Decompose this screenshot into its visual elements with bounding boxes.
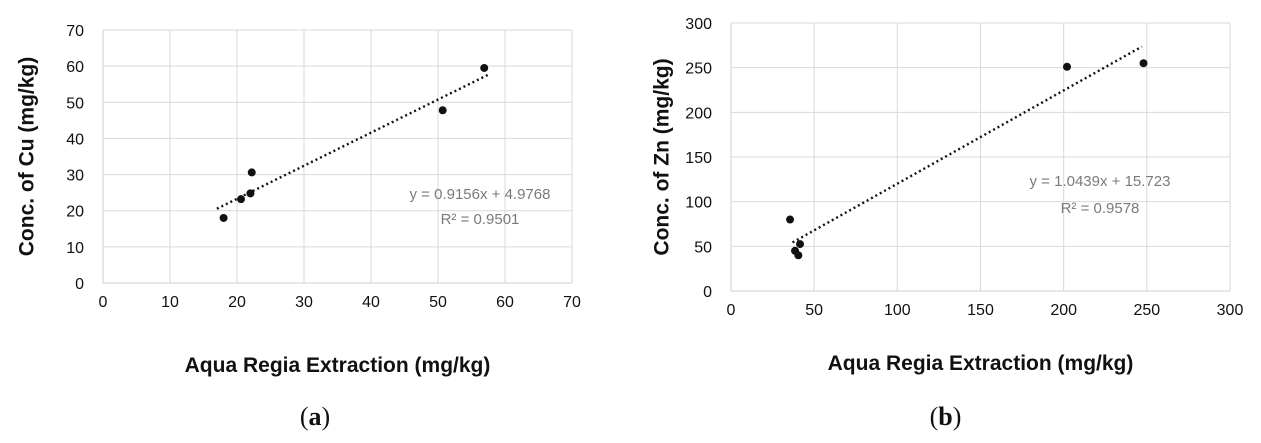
x-tick-label: 30 (295, 294, 313, 311)
y-tick-label: 20 (66, 204, 84, 221)
y-tick-label: 40 (66, 131, 84, 148)
x-tick-label: 0 (727, 302, 736, 319)
y-tick-label: 250 (685, 61, 712, 78)
x-tick-label: 100 (884, 302, 911, 319)
x-tick-label: 250 (1133, 302, 1160, 319)
y-tick-label: 300 (685, 16, 712, 33)
x-tick-label: 300 (1217, 302, 1244, 319)
y-tick-label: 70 (66, 23, 84, 40)
y-tick-label: 200 (685, 105, 712, 122)
x-tick-label: 70 (563, 294, 581, 311)
y-tick-label: 0 (703, 284, 712, 301)
x-tick-label: 50 (429, 294, 447, 311)
r-squared: R² = 0.9578 (1061, 200, 1140, 217)
trend-equation: y = 1.0439x + 15.723 (1030, 173, 1171, 190)
data-point (237, 195, 246, 204)
chart-a: 0 10 20 30 40 50 60 70 0 10 20 30 40 50 60 70 y = 0.9156… (0, 0, 630, 443)
x-tick-label: 20 (228, 294, 246, 311)
y-axis-label: Conc. of Zn (mg/kg) (651, 58, 674, 255)
y-tick-label: 0 (75, 276, 84, 293)
data-point (794, 251, 803, 260)
y-tick-label: 60 (66, 59, 84, 76)
chart-a-plot: 0 10 20 30 40 50 60 70 0 10 20 30 40 50 60 70 y = 0.9156… (16, 23, 581, 377)
y-tick-label: 50 (66, 95, 84, 112)
trendline (791, 45, 1143, 244)
data-point (480, 63, 489, 72)
data-point (796, 240, 805, 249)
x-tick-label: 0 (99, 294, 108, 311)
trendline (216, 73, 489, 210)
data-point (1062, 62, 1071, 71)
data-point (438, 106, 447, 115)
x-axis-label: Aqua Regia Extraction (mg/kg) (828, 352, 1134, 375)
panel-label-a: (a) (299, 402, 331, 431)
data-point (247, 168, 256, 177)
data-point (246, 189, 255, 198)
y-tick-label: 50 (694, 239, 712, 256)
data-point (219, 213, 228, 222)
x-tick-label: 10 (161, 294, 179, 311)
data-point (1139, 59, 1148, 68)
chart-b-plot: 0 50 100 150 200 250 300 0 50 100 150 200 250 300 y = … (651, 16, 1244, 375)
data-point (786, 215, 795, 224)
y-tick-label: 30 (66, 168, 84, 185)
x-tick-label: 150 (967, 302, 994, 319)
x-tick-label: 200 (1050, 302, 1077, 319)
y-tick-label: 150 (685, 150, 712, 167)
y-tick-label: 10 (66, 240, 84, 257)
chart-b: 0 50 100 150 200 250 300 0 50 100 150 200 250 300 y = … (630, 0, 1261, 443)
x-axis-label: Aqua Regia Extraction (mg/kg) (185, 354, 491, 377)
y-tick-label: 100 (685, 195, 712, 212)
x-tick-label: 60 (496, 294, 514, 311)
x-tick-label: 40 (362, 294, 380, 311)
r-squared: R² = 0.9501 (441, 211, 520, 228)
y-axis-label: Conc. of Cu (mg/kg) (16, 57, 39, 256)
x-tick-label: 50 (805, 302, 823, 319)
trend-equation: y = 0.9156x + 4.9768 (410, 186, 551, 203)
panel-label-b: (b) (929, 402, 962, 431)
